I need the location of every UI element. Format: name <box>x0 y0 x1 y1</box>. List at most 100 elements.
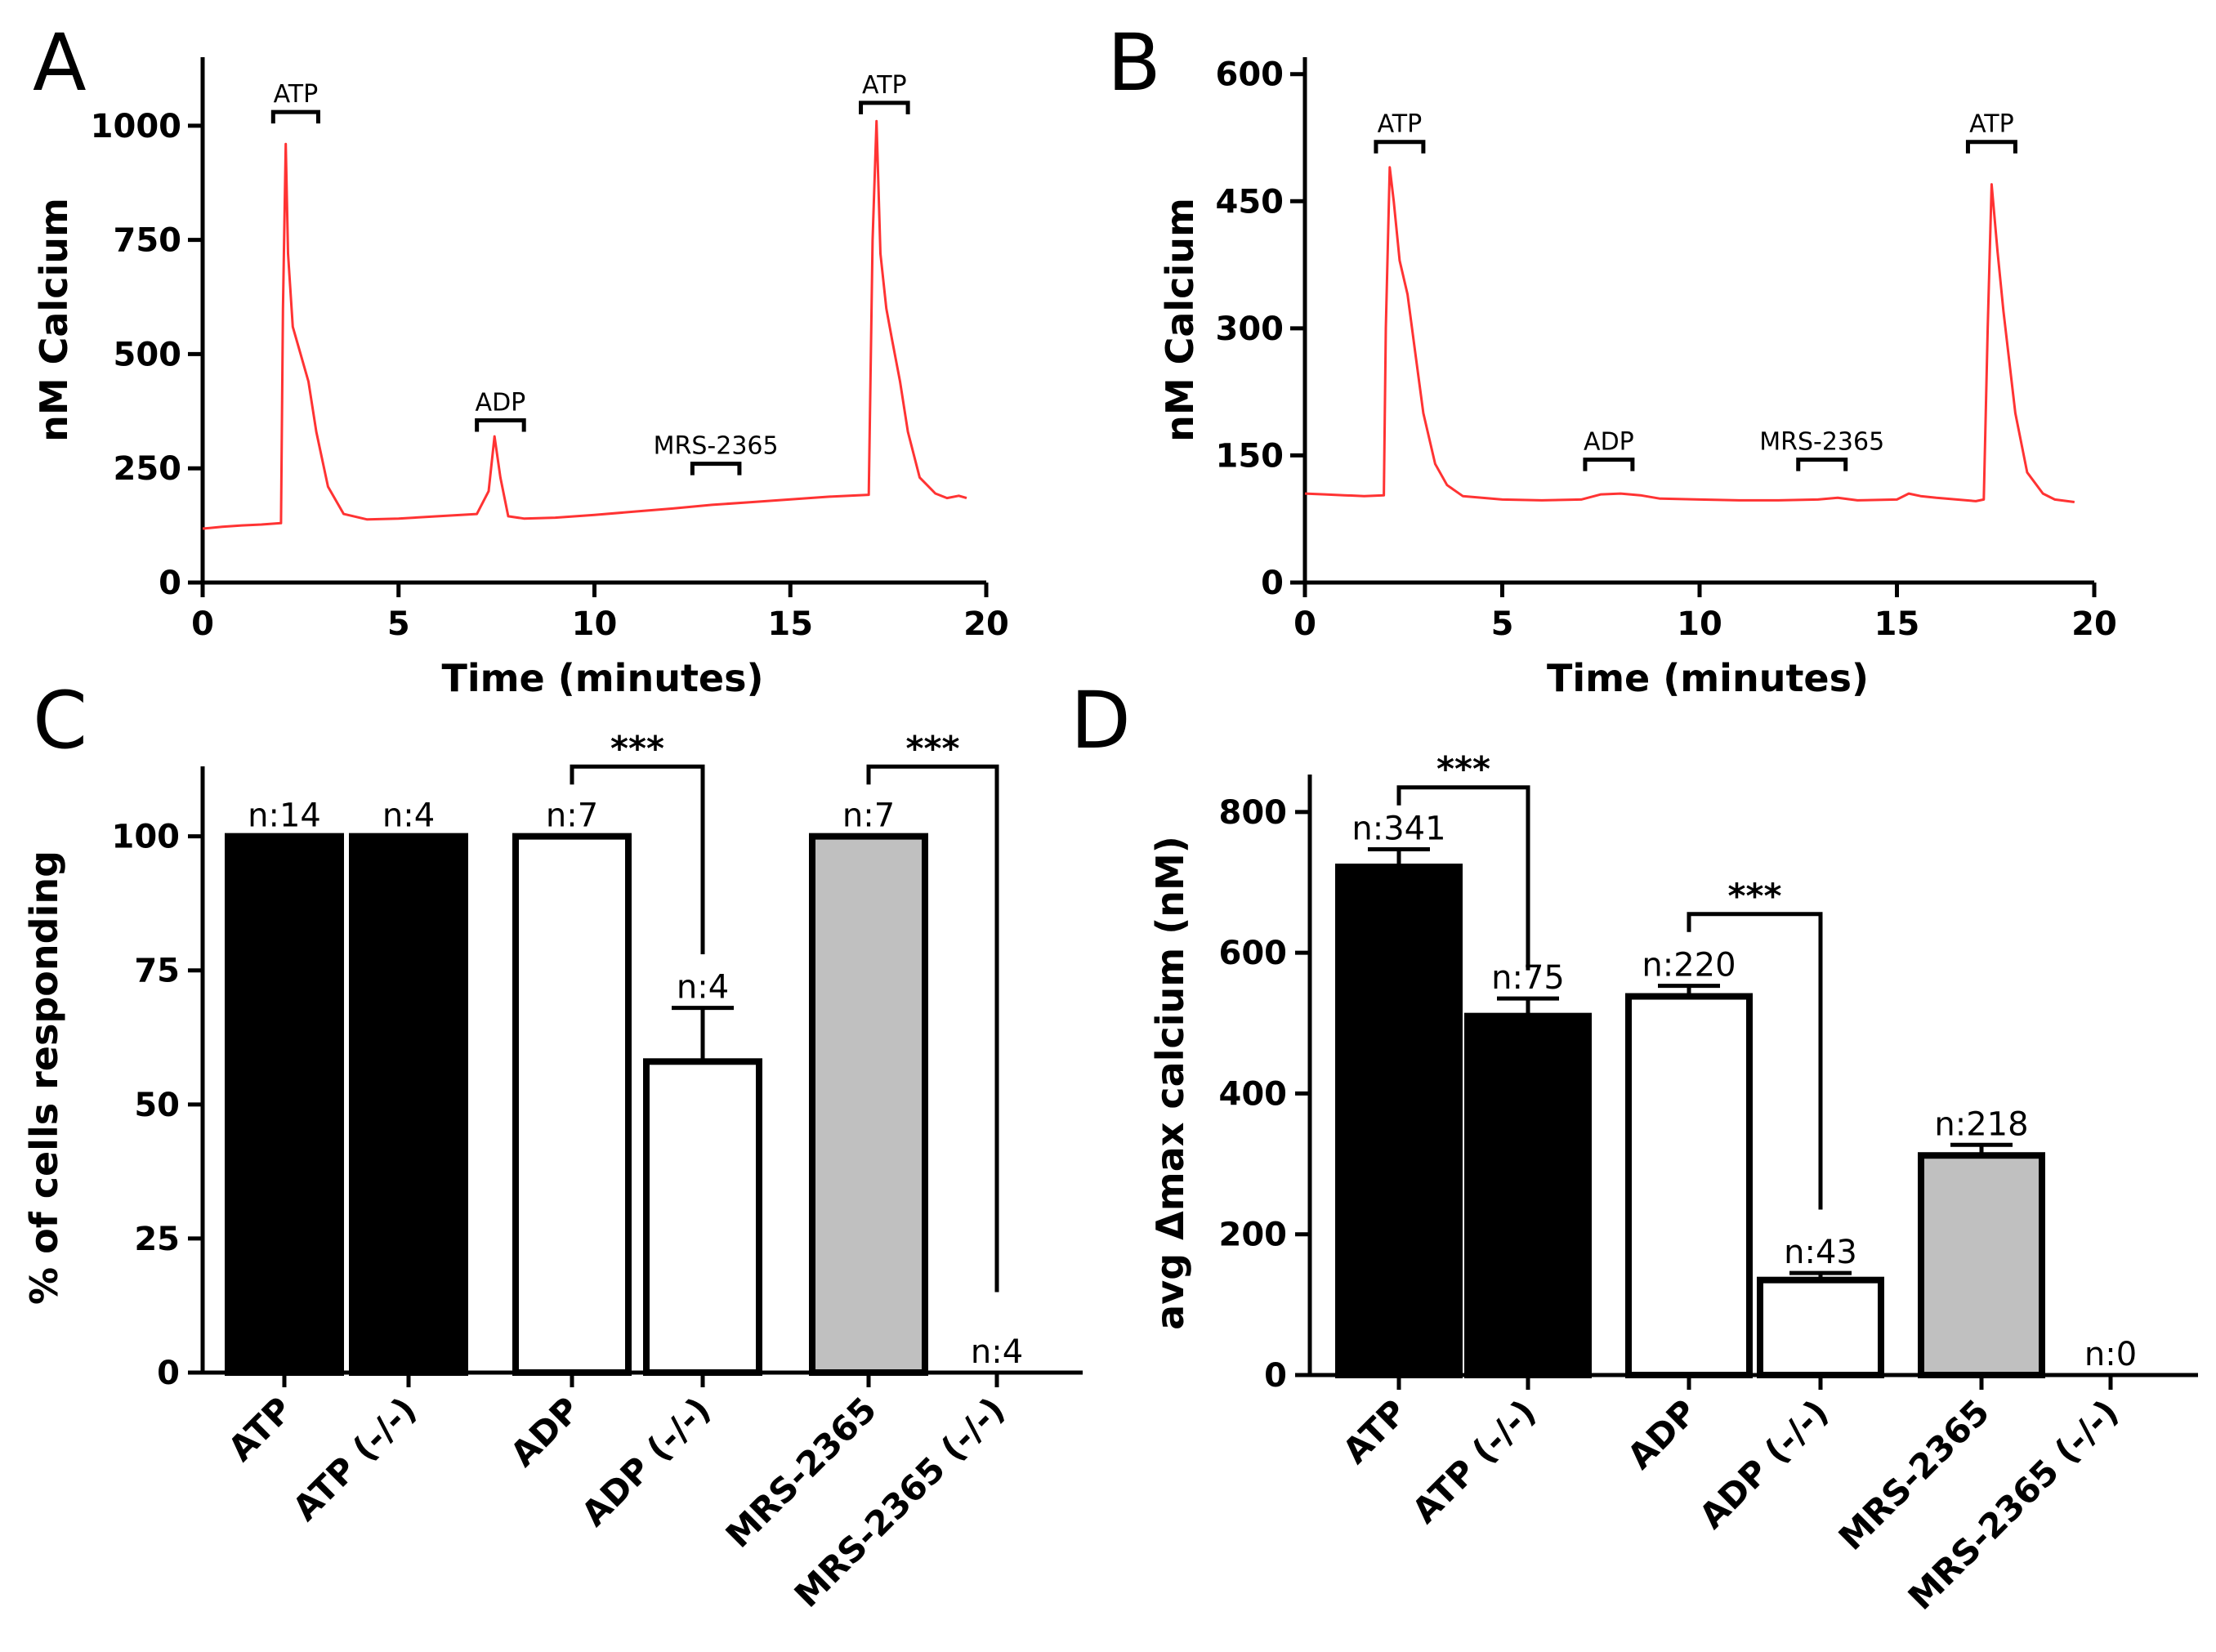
n-label: n:341 <box>1351 810 1445 848</box>
significance-bracket <box>1687 912 1823 1210</box>
n-label: n:4 <box>677 969 729 1007</box>
application-label: MRS-2365 <box>1759 428 1884 457</box>
panel-letter-c: C <box>33 675 87 766</box>
application-bracket <box>690 462 742 476</box>
application-bracket <box>270 109 320 124</box>
bar <box>512 833 632 1376</box>
application-bracket <box>859 100 910 114</box>
category-label: MRS-2365 (-/-) <box>787 1389 1012 1614</box>
application-label: ADP <box>1584 428 1634 457</box>
y-tick-label: 450 <box>1216 183 1284 221</box>
y-tick-label: 100 <box>112 819 181 856</box>
category-label: ADP <box>1620 1391 1704 1476</box>
y-tick-label: 0 <box>1261 565 1284 602</box>
category-label: ATP (-/-) <box>1405 1391 1544 1530</box>
y-tick-label: 800 <box>1219 794 1288 832</box>
significance-bracket <box>570 764 705 955</box>
panel-a-line-chart: 0 250 500 750 1000 0 5 10 15 20 Time (minutes) nM C… <box>32 57 1009 700</box>
y-axis-title: nM Calcium <box>1158 198 1202 442</box>
panel-b-line-chart: 0 150 300 450 600 0 5 10 15 20 Time (minutes) nM Ca… <box>1158 56 2117 700</box>
x-tick-label: 10 <box>1677 605 1722 643</box>
n-label: n:43 <box>1784 1234 1857 1271</box>
x-tick-label: 10 <box>572 605 618 643</box>
x-axis-title: Time (minutes) <box>441 656 763 700</box>
y-tick-label: 0 <box>1264 1357 1287 1395</box>
y-axis-title: nM Calcium <box>32 198 76 442</box>
x-tick-label: 20 <box>2071 605 2117 643</box>
category-label: ADP (-/-) <box>574 1389 718 1534</box>
x-tick-label: 15 <box>1874 605 1920 643</box>
n-label: n:7 <box>842 797 895 835</box>
x-tick-label: 5 <box>387 605 410 643</box>
significance-stars: *** <box>1436 749 1490 789</box>
bar <box>1918 1152 2045 1378</box>
application-bracket <box>1796 458 1848 471</box>
significance-stars: *** <box>906 728 960 768</box>
application-label: ATP <box>1969 110 2014 139</box>
bar <box>1757 1276 1884 1379</box>
y-tick-label: 500 <box>114 336 182 373</box>
y-axis-title: avg Δmax calcium (nM) <box>1148 836 1192 1330</box>
n-label: n:14 <box>248 797 321 835</box>
y-tick-label: 600 <box>1219 935 1288 972</box>
n-label: n:218 <box>1934 1105 2028 1143</box>
x-tick-label: 15 <box>767 605 813 643</box>
application-label: ATP <box>862 71 907 100</box>
significance-stars: *** <box>610 728 664 768</box>
category-label: ATP (-/-) <box>285 1389 424 1528</box>
category-label: ADP (-/-) <box>1691 1391 1836 1536</box>
category-label: ATP <box>1335 1391 1414 1471</box>
n-label: n:4 <box>971 1333 1023 1371</box>
y-tick-label: 600 <box>1216 56 1284 94</box>
bar <box>809 833 928 1376</box>
x-tick-label: 0 <box>191 605 214 643</box>
n-label: n:4 <box>382 797 435 835</box>
y-tick-label: 250 <box>114 450 182 488</box>
bar <box>225 833 344 1376</box>
panel-letter-b: B <box>1107 17 1161 109</box>
y-tick-label: 400 <box>1219 1075 1288 1113</box>
y-axis-title: % of cells responding <box>22 851 66 1305</box>
application-bracket <box>475 418 526 432</box>
significance-bracket <box>1396 785 1530 971</box>
application-bracket <box>1583 458 1635 471</box>
x-axis-title: Time (minutes) <box>1547 656 1869 700</box>
n-label: n:7 <box>546 797 598 835</box>
bar <box>1464 1012 1592 1378</box>
bar <box>1625 993 1753 1378</box>
application-label: ADP <box>476 389 526 417</box>
x-tick-label: 20 <box>963 605 1009 643</box>
panel-letter-a: A <box>33 17 87 109</box>
y-tick-label: 25 <box>134 1221 180 1258</box>
application-bracket <box>1965 140 2017 154</box>
bar <box>1335 864 1463 1378</box>
x-tick-label: 0 <box>1293 605 1316 643</box>
category-label: ATP <box>221 1389 300 1468</box>
significance-bracket <box>866 764 999 1293</box>
application-label: ATP <box>1378 110 1423 139</box>
y-tick-label: 200 <box>1219 1217 1288 1254</box>
y-tick-label: 0 <box>157 1355 180 1392</box>
x-tick-label: 5 <box>1491 605 1514 643</box>
y-tick-label: 0 <box>159 565 181 602</box>
n-label: n:0 <box>2084 1336 2137 1373</box>
calcium-trace-line <box>1304 166 2075 503</box>
y-tick-label: 750 <box>114 222 182 260</box>
panel-letter-d: D <box>1070 675 1131 766</box>
y-tick-label: 1000 <box>91 108 181 145</box>
bar <box>349 833 468 1376</box>
y-tick-label: 300 <box>1216 310 1284 348</box>
y-tick-label: 50 <box>134 1087 180 1124</box>
y-tick-label: 75 <box>134 953 180 990</box>
application-label: ATP <box>274 80 319 109</box>
bar <box>643 1058 762 1376</box>
category-label: ADP <box>503 1389 588 1474</box>
y-tick-label: 150 <box>1216 437 1284 475</box>
application-label: MRS-2365 <box>654 432 779 461</box>
n-label: n:220 <box>1642 947 1736 985</box>
calcium-trace-line <box>202 119 967 530</box>
application-bracket <box>1374 140 1426 154</box>
